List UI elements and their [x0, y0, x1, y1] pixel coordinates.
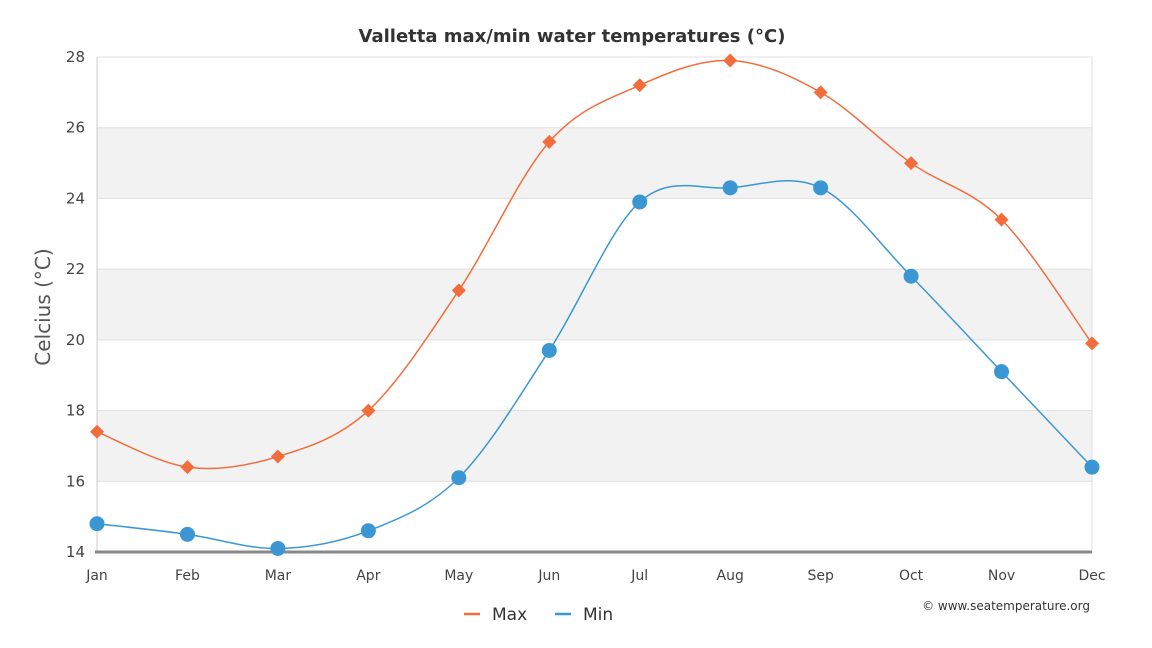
data-point[interactable]	[722, 180, 738, 196]
data-point[interactable]	[904, 156, 919, 171]
data-point[interactable]	[903, 268, 919, 284]
data-point[interactable]	[90, 424, 104, 439]
x-tick-label: May	[444, 568, 473, 584]
x-tick-label: Mar	[265, 568, 292, 584]
plot-band	[97, 127, 1092, 199]
y-tick-label: 26	[66, 119, 85, 137]
y-tick-label: 24	[66, 189, 85, 207]
series-line	[96, 180, 1093, 550]
x-tick-label: Jun	[537, 568, 560, 584]
x-tick-label: Nov	[988, 568, 1015, 584]
data-point[interactable]	[542, 134, 557, 149]
legend-label: Max	[492, 605, 527, 625]
legend-item-min[interactable]: Min	[555, 605, 613, 625]
legend-item-max[interactable]: Max	[464, 605, 527, 625]
x-tick-label: Feb	[175, 568, 200, 584]
data-point[interactable]	[994, 212, 1009, 227]
x-tick-label: Aug	[717, 568, 744, 584]
y-tick-label: 18	[66, 402, 85, 420]
y-tick-label: 22	[66, 260, 85, 278]
series-max	[90, 53, 1099, 475]
data-point[interactable]	[180, 460, 195, 475]
y-tick-label: 28	[66, 48, 85, 66]
data-point[interactable]	[994, 364, 1010, 380]
data-point[interactable]	[451, 283, 466, 298]
data-point[interactable]	[1085, 336, 1099, 351]
data-point[interactable]	[361, 403, 376, 418]
data-point[interactable]	[270, 540, 286, 556]
y-tick-label: 20	[66, 331, 85, 349]
data-point[interactable]	[813, 85, 828, 100]
data-point[interactable]	[723, 53, 738, 68]
data-point[interactable]	[541, 342, 557, 358]
y-axis-ticks: 14 16 18 20 22 24 26 28	[66, 48, 85, 561]
data-point[interactable]	[270, 449, 285, 464]
x-tick-label: Jan	[85, 568, 108, 584]
plot-band	[97, 269, 1092, 340]
x-tick-label: Jul	[630, 568, 648, 584]
y-axis-label: Celcius (°C)	[31, 248, 55, 365]
x-axis-ticks: Jan Feb Mar Apr May Jun Jul Aug Sep Oct Nov Dec	[85, 568, 1105, 584]
chart-title: Valletta max/min water temperatures (°C)	[359, 26, 786, 47]
series-line	[96, 59, 1093, 470]
y-tick-label: 14	[66, 543, 85, 561]
credit-text: © www.seatemperature.org	[922, 599, 1090, 613]
x-tick-label: Sep	[807, 568, 834, 584]
data-point[interactable]	[1084, 459, 1100, 475]
plot-band	[97, 410, 1092, 482]
y-tick-label: 16	[66, 472, 85, 490]
legend: Max Min	[464, 605, 613, 625]
data-point[interactable]	[632, 78, 647, 93]
data-point[interactable]	[89, 516, 105, 532]
data-point[interactable]	[179, 526, 195, 542]
x-tick-label: Apr	[356, 568, 380, 584]
data-point[interactable]	[360, 523, 376, 539]
legend-label: Min	[583, 605, 613, 625]
data-point[interactable]	[813, 180, 829, 196]
data-point[interactable]	[632, 194, 648, 210]
x-tick-label: Oct	[899, 568, 924, 584]
series-group	[89, 53, 1100, 556]
data-point[interactable]	[451, 470, 467, 486]
plot-bands	[97, 127, 1092, 482]
x-tick-label: Dec	[1078, 568, 1105, 584]
series-min	[89, 180, 1100, 556]
